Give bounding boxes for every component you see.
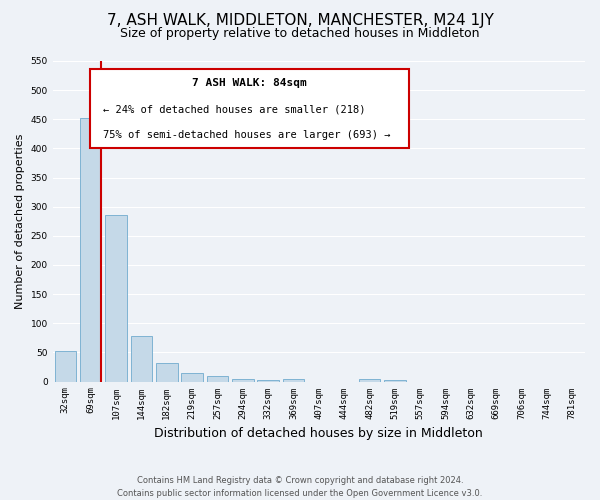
Bar — [283, 378, 304, 382]
X-axis label: Distribution of detached houses by size in Middleton: Distribution of detached houses by size … — [154, 427, 483, 440]
Bar — [232, 378, 254, 382]
Bar — [131, 336, 152, 382]
Bar — [80, 118, 101, 382]
Text: ← 24% of detached houses are smaller (218): ← 24% of detached houses are smaller (21… — [103, 105, 366, 115]
Bar — [55, 351, 76, 382]
Bar — [384, 380, 406, 382]
Bar — [181, 373, 203, 382]
Bar — [156, 363, 178, 382]
FancyBboxPatch shape — [90, 69, 409, 148]
Text: 7 ASH WALK: 84sqm: 7 ASH WALK: 84sqm — [192, 78, 307, 88]
Bar — [359, 378, 380, 382]
Bar — [206, 376, 228, 382]
Y-axis label: Number of detached properties: Number of detached properties — [15, 134, 25, 309]
Text: 75% of semi-detached houses are larger (693) →: 75% of semi-detached houses are larger (… — [103, 130, 391, 140]
Bar — [105, 216, 127, 382]
Text: 7, ASH WALK, MIDDLETON, MANCHESTER, M24 1JY: 7, ASH WALK, MIDDLETON, MANCHESTER, M24 … — [107, 12, 493, 28]
Text: Size of property relative to detached houses in Middleton: Size of property relative to detached ho… — [120, 28, 480, 40]
Text: Contains HM Land Registry data © Crown copyright and database right 2024.
Contai: Contains HM Land Registry data © Crown c… — [118, 476, 482, 498]
Bar — [257, 380, 279, 382]
